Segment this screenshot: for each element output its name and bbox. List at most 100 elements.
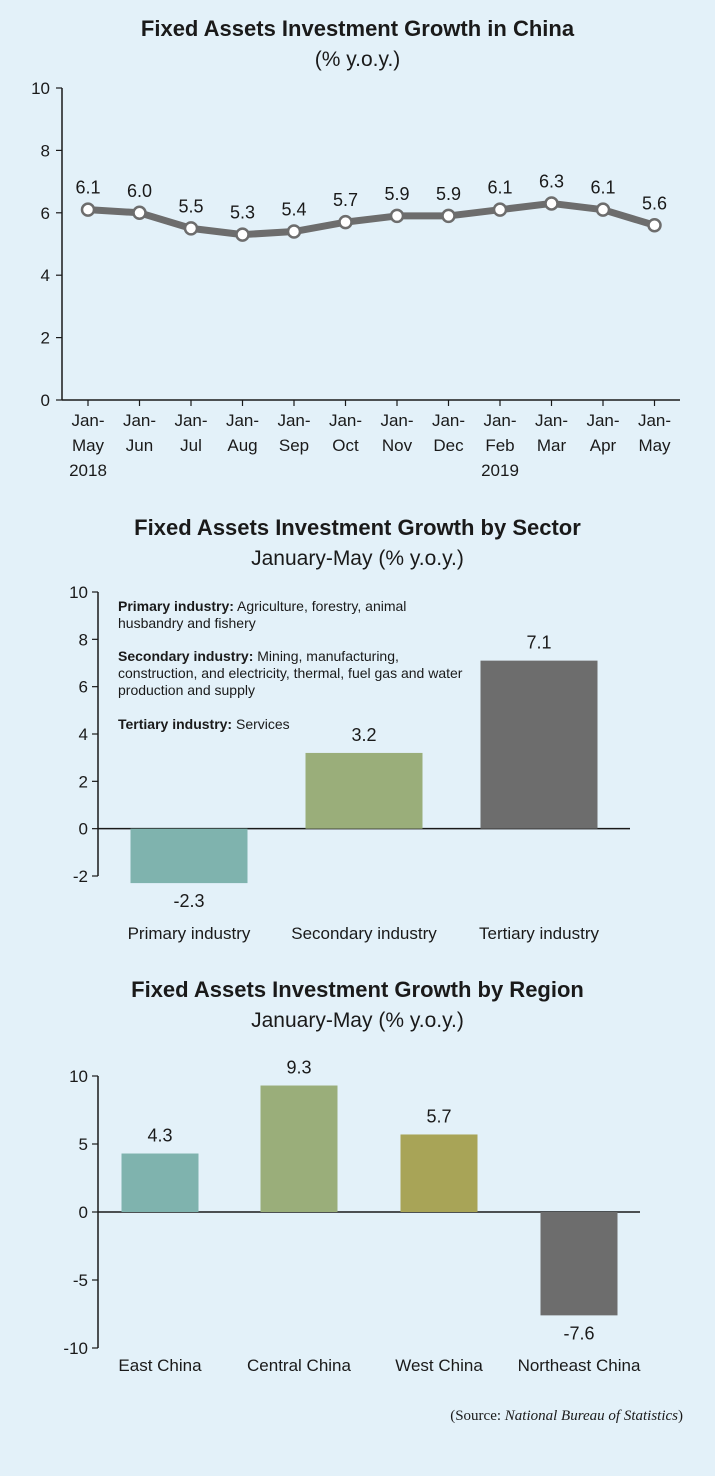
data-label: -7.6 [563, 1323, 594, 1343]
x-tick-label: Jan- [71, 411, 104, 430]
chart2-title: Fixed Assets Investment Growth by Sector [134, 515, 581, 540]
data-point [132, 205, 147, 221]
y-tick-label: 0 [79, 820, 88, 839]
x-tick-label: Jan- [586, 411, 619, 430]
y-tick-label: 2 [41, 329, 50, 348]
source-name: National Bureau of Statistics [504, 1408, 678, 1424]
bar [305, 752, 423, 829]
series-line [84, 199, 658, 239]
source-note: (Source: National Bureau of Statistics) [450, 1408, 683, 1425]
chart1-subtitle: (% y.o.y.) [314, 48, 401, 71]
y-tick-label: 10 [31, 79, 50, 98]
y-tick-label: 10 [69, 583, 88, 602]
data-point [389, 208, 405, 224]
data-point [441, 208, 456, 224]
data-label: 5.3 [230, 203, 255, 223]
data-label: 5.9 [436, 184, 461, 204]
note-tertiary-text: Services [232, 716, 290, 732]
data-label: 5.7 [333, 190, 358, 210]
x-tick-label: Oct [332, 436, 359, 455]
x-tick-label: Jan- [277, 411, 310, 430]
chart1-line-chart: 0 2 4 6 8 10 Jan- May 2018 Jan- Jun Jan- Jul Jan- Aug J… [31, 79, 680, 480]
chart3-subtitle: January-May (% y.o.y.) [251, 1009, 464, 1032]
data-label: 6.3 [539, 171, 564, 191]
data-label: 5.9 [384, 184, 409, 204]
x-tick-label: Jan- [638, 411, 671, 430]
x-tick-label: Jan- [329, 411, 362, 430]
bar [260, 1085, 338, 1212]
category-label: Northeast China [518, 1356, 641, 1375]
data-label: 5.4 [281, 200, 306, 220]
y-tick-label: 5 [79, 1135, 88, 1154]
x-tick-label: Mar [537, 436, 567, 455]
x-tick-label: Feb [485, 436, 514, 455]
source-suffix: ) [678, 1408, 683, 1424]
x-tick-label: Jan- [226, 411, 259, 430]
x-tick-label: 2019 [481, 461, 519, 480]
note-primary-text: Agriculture, forestry, animal husbandry … [118, 598, 407, 631]
x-tick-label: Jan- [535, 411, 568, 430]
data-label: 6.1 [75, 178, 100, 198]
y-tick-label: -5 [73, 1271, 88, 1290]
note-primary: Primary industry: Agriculture, forestry,… [118, 598, 463, 632]
y-tick-label: 0 [41, 391, 50, 410]
category-label: Tertiary industry [479, 924, 599, 943]
y-tick-label: 4 [79, 725, 88, 744]
data-label: 9.3 [286, 1058, 311, 1078]
chart2-bar-chart: -2 0 2 4 6 8 10 -2.3 Primary industry 3.2 Secondar… [69, 583, 630, 943]
x-tick-label: 2018 [69, 461, 107, 480]
x-tick-label: Jan- [380, 411, 413, 430]
x-tick-label: Aug [227, 436, 257, 455]
bar [540, 1212, 618, 1316]
chart3-title: Fixed Assets Investment Growth by Region [131, 977, 584, 1002]
bar [400, 1134, 478, 1212]
data-point [286, 224, 302, 239]
category-label: Central China [247, 1356, 351, 1375]
y-tick-label: -2 [73, 867, 88, 886]
y-tick-label: 8 [41, 141, 50, 160]
bar [130, 828, 248, 884]
data-point [183, 221, 199, 236]
y-tick-label: -10 [63, 1339, 88, 1358]
category-label: Primary industry [128, 924, 251, 943]
x-tick-label: May [72, 436, 105, 455]
note-primary-term: Primary industry: [118, 598, 234, 614]
x-tick-label: Jan- [174, 411, 207, 430]
data-label: 3.2 [351, 725, 376, 745]
y-tick-label: 6 [79, 678, 88, 697]
x-tick-label: Dec [433, 436, 464, 455]
y-tick-label: 4 [41, 266, 50, 285]
data-label: 6.1 [590, 178, 615, 198]
data-point [492, 202, 508, 217]
data-label: -2.3 [173, 891, 204, 911]
x-tick-label: Jan- [432, 411, 465, 430]
x-tick-label: Apr [590, 436, 617, 455]
chart2-subtitle: January-May (% y.o.y.) [251, 547, 464, 570]
x-tick-label: Jun [126, 436, 153, 455]
x-tick-label: Jul [180, 436, 202, 455]
data-point [235, 227, 250, 242]
y-tick-label: 10 [69, 1067, 88, 1086]
category-label: West China [395, 1356, 483, 1375]
note-tertiary-term: Tertiary industry: [118, 716, 233, 732]
y-tick-label: 2 [79, 772, 88, 791]
note-secondary: Secondary industry: Mining, manufacturin… [118, 648, 463, 699]
x-tick-label: Jan- [123, 411, 156, 430]
data-label: 5.7 [426, 1106, 451, 1126]
note-secondary-text: Mining, manufacturing, construction, and… [118, 648, 463, 698]
source-prefix: (Source: [450, 1408, 505, 1424]
y-tick-label: 8 [79, 630, 88, 649]
data-point [647, 218, 662, 233]
x-tick-label: Sep [279, 436, 309, 455]
data-label: 6.1 [487, 178, 512, 198]
x-tick-label: Nov [382, 436, 413, 455]
note-tertiary: Tertiary industry: Services [118, 716, 463, 733]
bar [121, 1153, 199, 1212]
data-label: 6.0 [127, 181, 152, 201]
data-label: 5.6 [642, 193, 667, 213]
y-tick-label: 0 [79, 1203, 88, 1222]
note-secondary-term: Secondary industry: [118, 648, 254, 664]
data-label: 7.1 [526, 633, 551, 653]
data-label: 5.5 [178, 196, 203, 216]
